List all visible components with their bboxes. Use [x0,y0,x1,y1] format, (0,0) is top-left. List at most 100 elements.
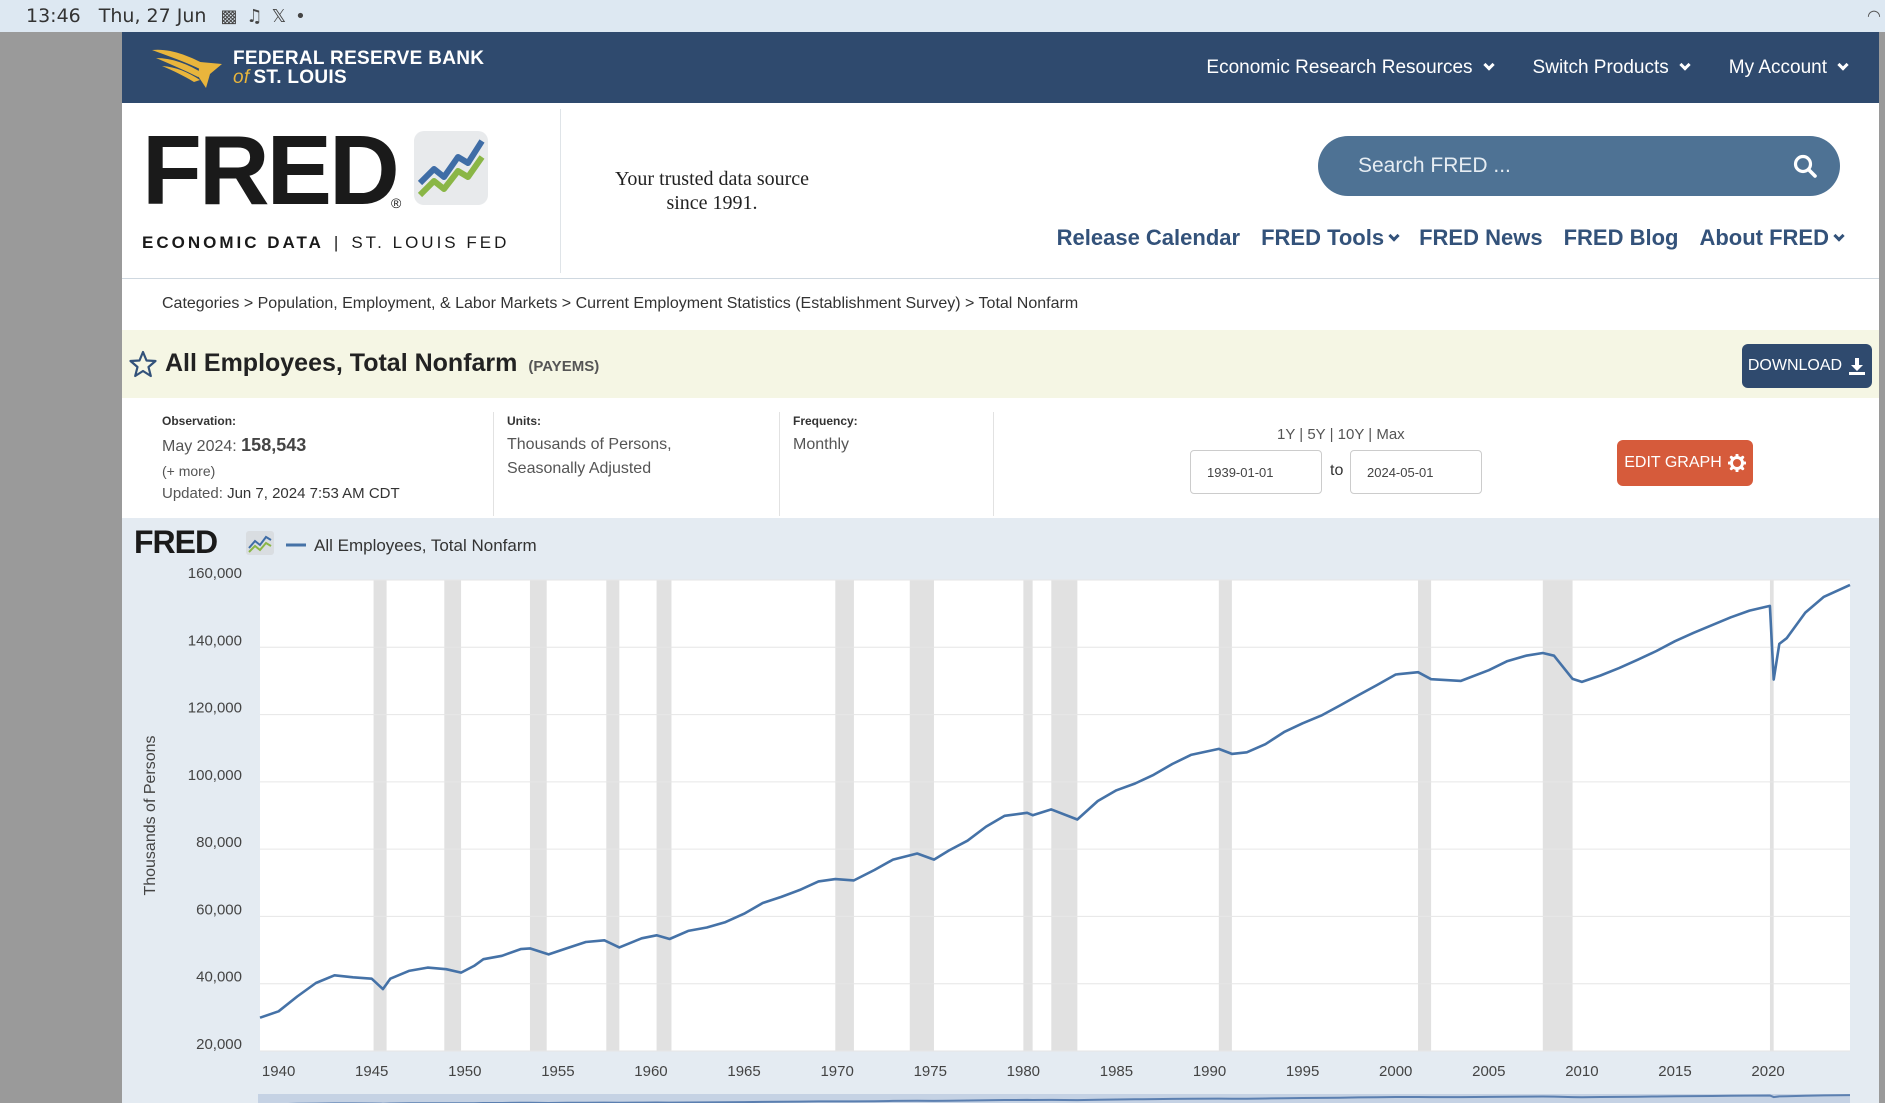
y-tick-labels: 20,000 40,000 60,000 80,000 100,000 120,000 14… [188,565,242,1053]
fred-logo-word[interactable]: FRED [142,115,400,225]
fred-main-nav: Release Calendar FRED Tools FRED News FR… [1056,225,1845,251]
meta-divider [779,412,780,516]
fred-sub-separator: | [333,233,342,252]
graph-area: FRED All Employees, Total Nonfarm 20,000… [122,518,1879,1103]
dot-icon: • [295,5,306,27]
recession-band [909,580,934,1051]
units-block: Units: Thousands of Persons, Seasonally … [507,414,672,481]
breadcrumb-separator: > [965,295,975,312]
observation-value: 158,543 [241,435,307,455]
y-tick-label: 80,000 [196,834,242,851]
nav-label: About FRED [1699,225,1829,250]
line-chart[interactable]: FRED All Employees, Total Nonfarm 20,000… [122,518,1879,1103]
nav-my-account[interactable]: My Account [1728,56,1849,79]
navigator-range[interactable] [258,1094,1850,1103]
y-tick-label: 140,000 [188,632,242,649]
observation-label: Observation: [162,414,237,428]
updated-label: Updated: [162,485,223,502]
nav-economic-research-resources[interactable]: Economic Research Resources [1206,57,1495,79]
nav-fred-news[interactable]: FRED News [1419,225,1543,250]
series-title: All Employees, Total Nonfarm [165,349,518,377]
meta-divider [993,412,994,516]
breadcrumb-total-nonfarm[interactable]: Total Nonfarm [978,295,1079,312]
recession-band [1218,580,1232,1051]
frb-line1: FEDERAL RESERVE BANK [233,48,485,69]
nav-about-fred[interactable]: About FRED [1699,225,1845,251]
breadcrumb-separator: > [243,295,254,312]
nav-label: My Account [1728,56,1827,78]
navigator-series-line [287,1094,1851,1103]
to-label: to [1330,462,1344,479]
status-time: 13:46 [26,5,81,27]
fred-sub-right: ST. LOUIS FED [351,233,510,252]
download-label: DOWNLOAD [1747,357,1843,374]
recession-band [606,580,620,1051]
chevron-down-icon [1833,229,1845,242]
frb-eagle-logo-icon[interactable] [150,44,224,92]
units-line1: Thousands of Persons, [507,436,672,453]
range-1y[interactable]: 1Y [1277,426,1296,443]
series-meta: Observation: May 2024: 158,543 (+ more) … [122,404,1879,518]
gear-icon [1727,454,1746,472]
frequency-value: Monthly [793,436,850,453]
x-tick-label: 1995 [1286,1063,1319,1080]
notification-app-icon: ▩ [220,5,238,27]
range-max[interactable]: Max [1376,426,1405,443]
nav-switch-products[interactable]: Switch Products [1533,57,1691,79]
recession-band [1023,580,1033,1051]
observation-block: Observation: May 2024: 158,543 (+ more) … [162,414,400,502]
status-icons: ▩ ♫ 𝕏 • [220,6,305,27]
frb-wordmark[interactable]: FEDERAL RESERVE BANK of ST. LOUIS [233,49,484,87]
bank-top-bar: FEDERAL RESERVE BANK of ST. LOUIS Economi… [122,32,1879,103]
x-tick-label: 1970 [820,1063,853,1080]
status-date: Thu, 27 Jun [98,5,207,27]
range-10y[interactable]: 10Y [1337,426,1365,443]
download-button[interactable]: DOWNLOAD [1742,344,1872,388]
range-5y[interactable]: 5Y [1307,426,1326,443]
x-tick-label: 1980 [1007,1063,1040,1080]
nav-fred-tools[interactable]: FRED Tools [1261,225,1400,251]
observation-value-line: May 2024: 158,543 [162,433,400,459]
x-tick-label: 2015 [1658,1063,1691,1080]
observation-period: May 2024: [162,438,237,455]
y-tick-label: 20,000 [196,1036,242,1053]
start-date-input[interactable] [1190,450,1322,494]
range-separator: | [1299,426,1304,443]
fred-chart-logo-icon[interactable] [414,131,488,205]
more-observations-link[interactable]: (+ more) [162,463,216,479]
browser-viewport: FEDERAL RESERVE BANK of ST. LOUIS Economi… [122,32,1879,1103]
breadcrumb-categories[interactable]: Categories [162,295,240,312]
recession-band [1418,580,1432,1051]
nav-fred-blog[interactable]: FRED Blog [1563,225,1679,250]
search-input[interactable] [1358,154,1758,178]
end-date-input[interactable] [1350,450,1482,494]
recession-band [444,580,462,1051]
x-tick-label: 2010 [1565,1063,1598,1080]
frb-line2: ST. LOUIS [253,67,347,88]
breadcrumb-ces[interactable]: Current Employment Statistics (Establish… [575,295,961,312]
page-title: All Employees, Total Nonfarm (PAYEMS) [165,349,599,378]
series-id: (PAYEMS) [528,358,600,375]
star-icon[interactable] [129,350,157,378]
updated-line: Updated: Jun 7, 2024 7:53 AM CDT [162,485,400,502]
chevron-down-icon [1388,229,1400,242]
graph-fred-logo-word: FRED [134,524,217,560]
y-tick-label: 120,000 [188,700,242,717]
frequency-block: Frequency: Monthly [793,414,858,457]
recession-band [373,580,387,1051]
x-tick-label: 1975 [914,1063,947,1080]
edit-graph-button[interactable]: EDIT GRAPH [1617,440,1753,486]
nav-release-calendar[interactable]: Release Calendar [1056,225,1241,250]
header-divider [560,109,561,273]
wifi-icon: ◠ [1867,6,1881,25]
x-tick-label: 1985 [1100,1063,1133,1080]
x-tick-label: 2020 [1751,1063,1784,1080]
breadcrumb-population-employment[interactable]: Population, Employment, & Labor Markets [257,295,558,312]
recession-band [1769,580,1774,1051]
search-icon[interactable] [1792,153,1818,179]
range-separator: | [1329,426,1334,443]
graph-fred-logo[interactable]: FRED [134,524,274,560]
x-tick-label: 1940 [262,1063,295,1080]
range-separator: | [1368,426,1373,443]
y-tick-label: 40,000 [196,969,242,986]
